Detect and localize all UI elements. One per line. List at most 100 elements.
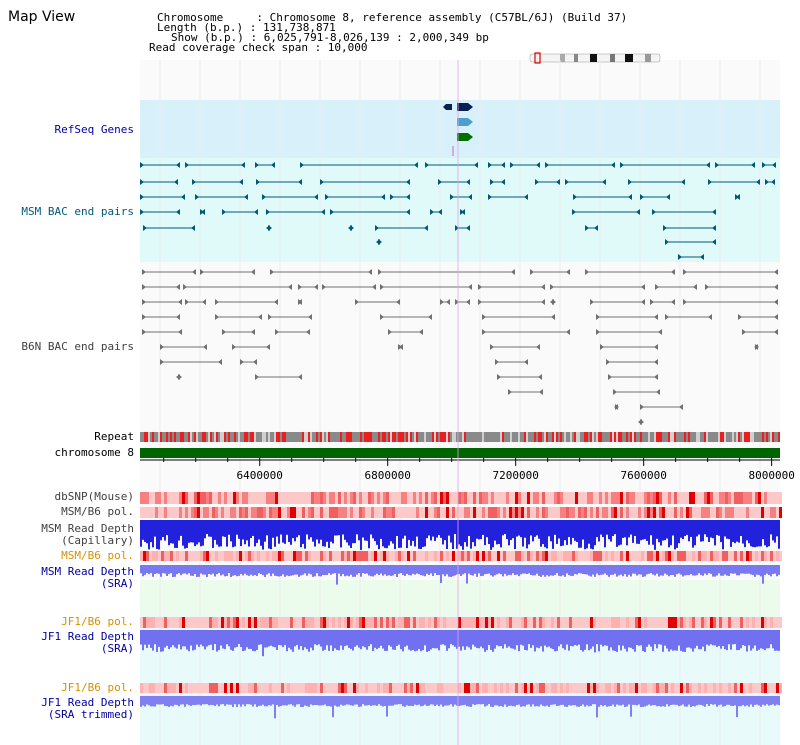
- pol-bin: [305, 492, 308, 504]
- repeat-element: [672, 432, 674, 442]
- depth-bin: [430, 630, 432, 650]
- msm-b6-pol-track[interactable]: [140, 507, 782, 518]
- depth-bin: [434, 696, 436, 707]
- depth-bin: [358, 520, 360, 541]
- jf1-b6-pol-label[interactable]: JF1/B6 pol.: [61, 615, 134, 628]
- msm-read-depth-sra-track[interactable]: [140, 565, 780, 585]
- msm-read-depth-capillary-track[interactable]: [140, 520, 780, 550]
- dbsnp-label[interactable]: dbSNP(Mouse): [54, 490, 134, 503]
- pol-bin: [656, 507, 659, 518]
- jf1-b6-pol-label-2[interactable]: JF1/B6 pol.: [61, 681, 134, 694]
- depth-bin: [190, 696, 192, 706]
- depth-bin: [172, 565, 174, 577]
- pol-bin: [776, 683, 779, 693]
- pol-bin: [758, 492, 761, 504]
- depth-bin: [444, 565, 446, 577]
- refseq-gene[interactable]: [443, 104, 452, 110]
- pol-bin: [641, 507, 644, 518]
- pol-bin: [230, 617, 233, 628]
- msm-read-depth-sra-label[interactable]: MSM Read Depth: [41, 565, 134, 578]
- repeat-element: [326, 432, 328, 442]
- pol-bin: [209, 507, 212, 518]
- pol-bin: [770, 492, 773, 504]
- depth-bin: [378, 520, 380, 550]
- pol-bin: [242, 507, 245, 518]
- pol-bin: [143, 507, 146, 518]
- depth-bin: [282, 630, 284, 648]
- msm-b6-pol-label-2[interactable]: MSM/B6 pol.: [61, 549, 134, 562]
- pol-bin: [233, 617, 236, 628]
- depth-bin: [560, 696, 562, 705]
- pol-bin: [614, 507, 617, 518]
- depth-bin: [712, 630, 714, 646]
- b6n-bac-features[interactable]: [142, 269, 778, 425]
- refseq-genes-label[interactable]: RefSeq Genes: [54, 123, 134, 136]
- depth-bin: [332, 565, 334, 574]
- bac-end-marker: [380, 314, 384, 320]
- dbsnp-track[interactable]: [140, 492, 782, 504]
- pol-bin: [143, 683, 146, 693]
- refseq-genes[interactable]: [443, 103, 473, 156]
- depth-bin: [514, 520, 516, 550]
- pol-bin: [539, 492, 542, 504]
- msm-b6-pol-track-2[interactable]: [140, 551, 782, 561]
- repeat-label[interactable]: Repeat: [94, 430, 134, 443]
- jf1-b6-pol-track-2[interactable]: [140, 683, 782, 693]
- jf1-read-depth-label[interactable]: JF1 Read Depth: [41, 630, 134, 643]
- depth-bin: [228, 520, 230, 535]
- depth-bin: [224, 696, 226, 706]
- repeat-element: [626, 432, 628, 442]
- pol-bin: [500, 617, 503, 628]
- depth-bin: [368, 696, 370, 706]
- pol-bin: [416, 507, 419, 518]
- repeat-track[interactable]: [140, 432, 780, 442]
- chromosome-label[interactable]: chromosome 8: [54, 446, 134, 459]
- depth-bin: [478, 696, 480, 705]
- position-axis: 6400000 6800000 7200000 7600000 8000000: [163, 458, 795, 482]
- depth-bin: [508, 565, 510, 575]
- pol-bin: [224, 507, 227, 518]
- pol-bin: [482, 617, 485, 628]
- msm-b6-pol-label[interactable]: MSM/B6 pol.: [61, 505, 134, 518]
- depth-bin: [638, 520, 640, 544]
- chromosome-bar[interactable]: [140, 448, 780, 458]
- depth-bin: [512, 696, 514, 707]
- msm-bac-features[interactable]: [140, 162, 776, 260]
- jf1-read-depth-trimmed-label[interactable]: JF1 Read Depth: [41, 696, 134, 709]
- pol-bin: [686, 683, 689, 693]
- msm-bac-label[interactable]: MSM BAC end pairs: [21, 205, 134, 218]
- refseq-gene[interactable]: [457, 133, 473, 141]
- pol-bin: [332, 683, 335, 693]
- depth-bin: [364, 630, 366, 648]
- chromosome-ideogram[interactable]: [529, 52, 661, 64]
- depth-bin: [254, 520, 256, 547]
- jf1-b6-pol-track[interactable]: [140, 617, 782, 628]
- pol-bin: [587, 551, 590, 561]
- repeat-element: [202, 432, 204, 442]
- b6n-bac-label[interactable]: B6N BAC end pairs: [21, 340, 134, 353]
- depth-bin: [710, 630, 712, 645]
- repeat-element: [216, 432, 218, 442]
- refseq-gene[interactable]: [457, 103, 473, 111]
- pol-bin: [248, 551, 251, 561]
- pol-bin: [419, 617, 422, 628]
- repeat-element: [620, 432, 622, 442]
- depth-bin: [270, 696, 272, 706]
- depth-bin: [158, 630, 160, 647]
- pol-bin: [602, 507, 605, 518]
- pol-bin: [332, 492, 335, 504]
- refseq-gene[interactable]: [457, 118, 473, 126]
- jf1-read-depth-sra-track[interactable]: [140, 630, 780, 657]
- msm-read-depth-capillary-label[interactable]: MSM Read Depth: [41, 522, 134, 535]
- depth-bin: [274, 520, 276, 547]
- jf1-read-depth-sra-trimmed-track[interactable]: [140, 696, 780, 719]
- depth-bin: [350, 696, 352, 706]
- pol-bin: [722, 507, 725, 518]
- pol-bin: [530, 507, 533, 518]
- repeat-element: [688, 432, 690, 442]
- pol-bin: [746, 492, 749, 504]
- depth-bin: [174, 630, 176, 648]
- pol-bin: [359, 492, 362, 504]
- depth-bin: [708, 565, 710, 574]
